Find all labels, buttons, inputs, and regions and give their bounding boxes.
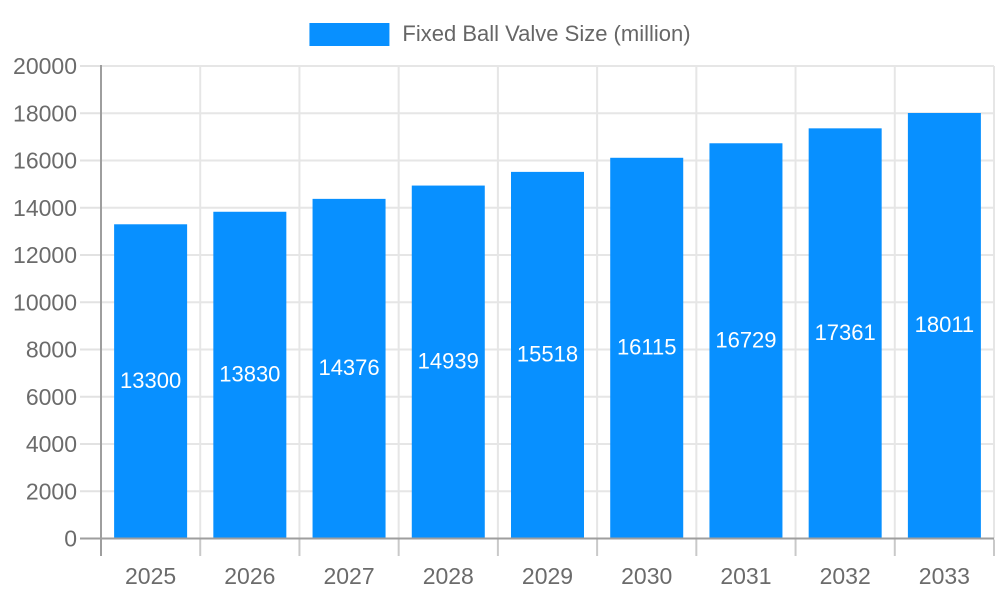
bar-value-label: 16115 (617, 335, 677, 360)
y-tick-label: 20000 (13, 53, 77, 79)
bar-2026[interactable] (213, 211, 287, 538)
y-tick-label: 8000 (26, 337, 77, 363)
bar-value-label: 18011 (915, 312, 975, 337)
x-tick-label: 2028 (423, 563, 474, 589)
bar-value-label: 16729 (715, 327, 776, 352)
legend-label: Fixed Ball Valve Size (million) (402, 21, 691, 46)
y-tick-label: 18000 (13, 100, 77, 126)
bar-value-label: 15518 (517, 342, 578, 367)
y-tick-label: 10000 (13, 289, 77, 315)
bar-2027[interactable] (312, 198, 386, 538)
x-tick-label: 2032 (820, 563, 871, 589)
bar-2032[interactable] (808, 128, 882, 538)
y-tick-label: 14000 (13, 195, 77, 221)
bar-2028[interactable] (411, 185, 485, 538)
y-tick-label: 0 (64, 526, 77, 552)
x-tick-label: 2025 (125, 563, 176, 589)
y-tick-label: 12000 (13, 242, 77, 268)
x-tick-label: 2027 (323, 563, 374, 589)
bar-value-label: 13830 (219, 362, 280, 387)
bar-value-label: 14376 (318, 355, 379, 380)
y-tick-label: 6000 (26, 384, 77, 410)
bar-2025[interactable] (114, 224, 188, 538)
y-tick-label: 16000 (13, 148, 77, 174)
bar-value-label: 13300 (120, 368, 181, 393)
legend-swatch (309, 22, 390, 46)
x-tick-label: 2029 (522, 563, 573, 589)
bar-2029[interactable] (511, 171, 584, 538)
bar-2031[interactable] (709, 143, 783, 538)
bar-value-label: 17361 (815, 320, 876, 345)
x-tick-label: 2033 (919, 563, 970, 589)
legend-item[interactable]: Fixed Ball Valve Size (million) (309, 21, 691, 47)
x-tick-label: 2031 (720, 563, 771, 589)
y-tick-label: 2000 (26, 478, 77, 504)
x-tick-label: 2030 (621, 563, 672, 589)
x-tick-label: 2026 (224, 563, 275, 589)
bar-2033[interactable] (907, 112, 981, 538)
bar-value-label: 14939 (418, 349, 479, 374)
y-tick-label: 4000 (26, 431, 77, 457)
bar-2030[interactable] (610, 157, 684, 538)
